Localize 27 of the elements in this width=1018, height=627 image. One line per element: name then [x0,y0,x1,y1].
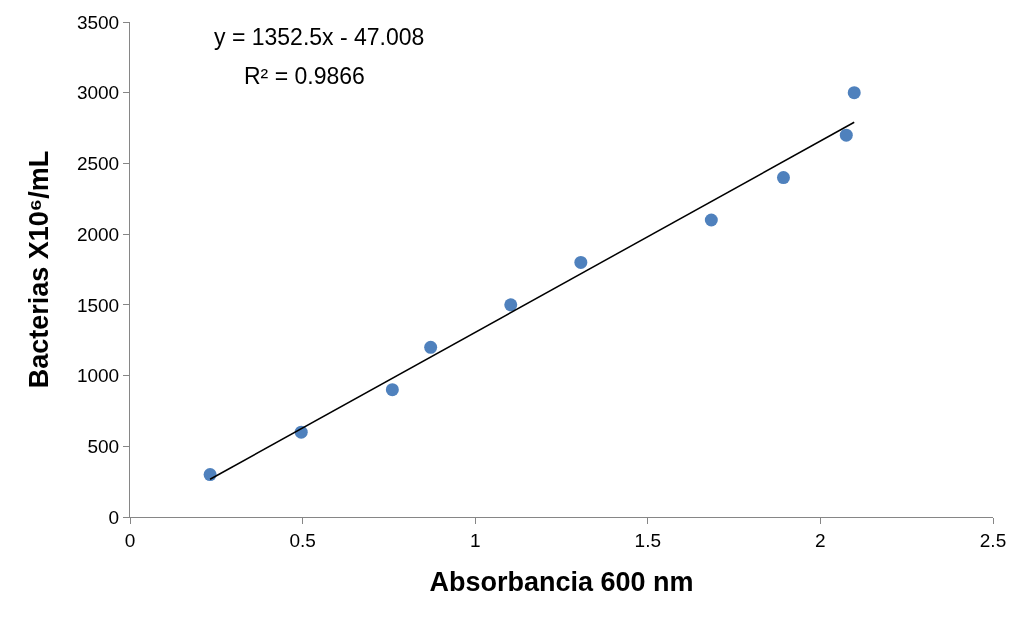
y-tick-label: 2000 [76,223,120,245]
y-tick-label: 0 [108,506,120,528]
annotation: y = 1352.5x - 47.008 [214,24,425,50]
y-tick-label: 1000 [76,365,120,387]
x-tick-label: 2 [815,529,826,551]
point [574,255,588,269]
x-tick-label: 2.5 [979,529,1007,551]
x-tick-label: 1.5 [634,529,662,551]
point [839,128,853,142]
y-tick-label: 3500 [76,11,120,33]
y-tick-label: 500 [87,435,120,457]
point [504,298,518,312]
point [847,86,861,100]
point [385,383,399,397]
y-tick-label: 1500 [76,294,120,316]
x-tick-label: 1 [469,529,481,551]
annotation: R² = 0.9866 [244,63,365,89]
x-tick-label: 0.5 [289,529,316,551]
y-axis-title: Bacterias X10⁶/mL [23,150,54,389]
x-axis-title: Absorbancia 600 nm [429,567,694,598]
point [704,213,718,227]
point [203,468,217,482]
y-tick-label: 3000 [76,82,120,104]
x-tick-label: 0 [124,529,136,551]
y-tick-label: 2500 [76,153,120,175]
point [776,171,790,185]
point [424,340,438,354]
